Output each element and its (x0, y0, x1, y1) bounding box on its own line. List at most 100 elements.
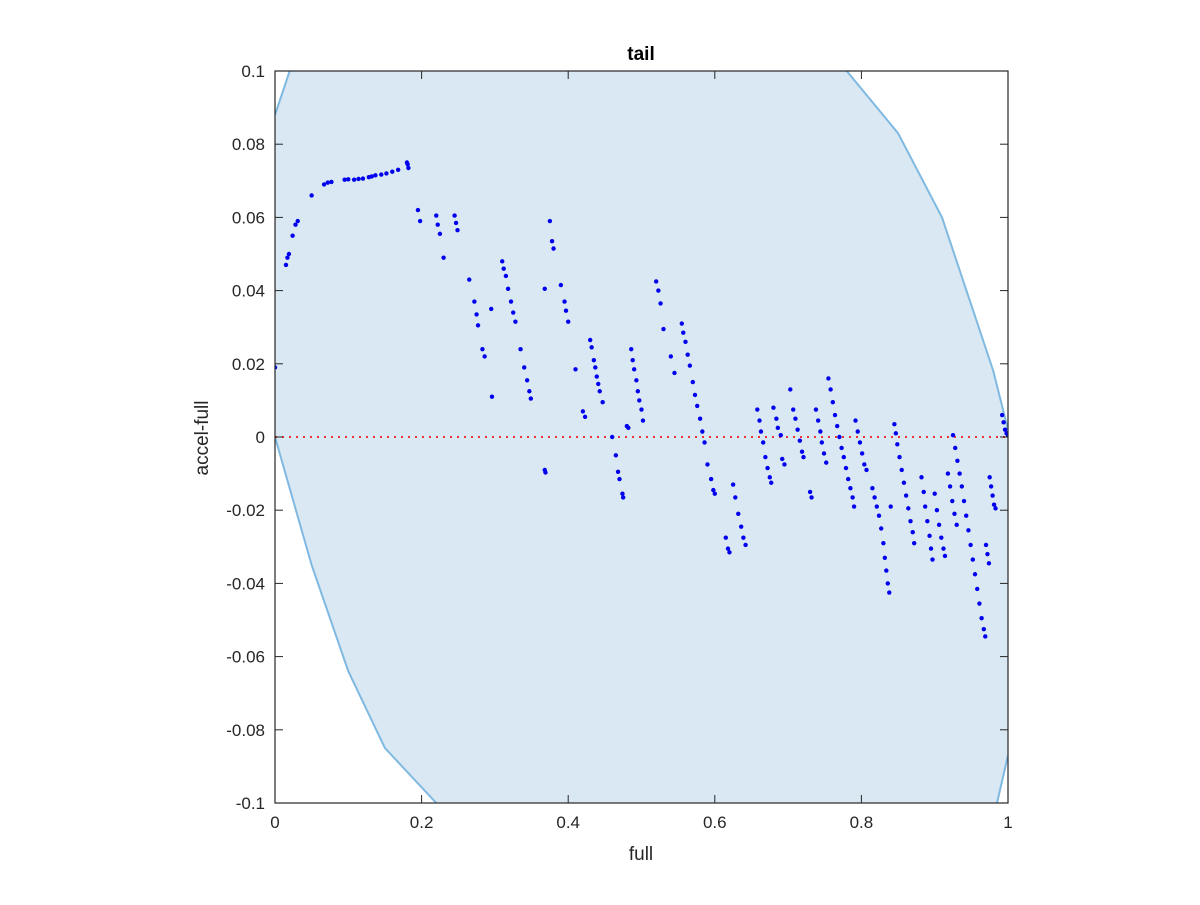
data-point (580, 409, 586, 414)
data-point (1001, 420, 1006, 425)
data-point (437, 231, 443, 237)
data-point (695, 403, 700, 409)
data-point (908, 518, 913, 524)
data-point (690, 379, 696, 385)
data-point (356, 176, 361, 182)
data-point (876, 513, 882, 518)
data-point (884, 568, 889, 573)
data-point (620, 495, 626, 500)
data-point (668, 354, 674, 359)
data-point (853, 418, 858, 423)
x-tick-label: 1 (1003, 813, 1012, 832)
data-point (813, 407, 819, 412)
data-point (727, 550, 732, 555)
data-point (379, 172, 384, 177)
data-point (639, 407, 644, 412)
data-point (795, 427, 800, 432)
data-point (640, 418, 646, 423)
y-tick-label: 0.1 (241, 62, 265, 81)
band-lower-right-edge (996, 755, 1008, 803)
data-point (711, 487, 716, 493)
data-point (945, 471, 951, 476)
data-point (872, 495, 877, 500)
data-point (774, 416, 779, 421)
data-point (390, 169, 395, 174)
data-point (830, 400, 836, 405)
data-point (505, 286, 511, 291)
data-point (631, 367, 637, 372)
data-point (500, 259, 505, 264)
data-point (964, 513, 969, 518)
data-point (687, 363, 693, 368)
data-point (528, 396, 534, 401)
data-point (629, 346, 634, 352)
data-point (342, 177, 347, 182)
x-tick-label: 0.4 (556, 813, 580, 832)
data-point (417, 218, 423, 224)
data-point (736, 511, 741, 517)
y-tick-label: -0.1 (236, 794, 265, 813)
data-point (927, 533, 932, 539)
data-point (489, 306, 494, 312)
data-point (775, 425, 781, 431)
data-point (765, 465, 770, 471)
data-point (513, 319, 518, 324)
data-point (501, 266, 506, 271)
data-point (855, 429, 860, 434)
data-point (600, 400, 605, 405)
data-point (596, 381, 601, 387)
data-point (942, 553, 948, 559)
y-axis-title: accel-full (192, 401, 213, 476)
data-point (597, 389, 602, 394)
data-point (653, 279, 659, 284)
data-point (892, 421, 897, 427)
data-point (329, 179, 334, 185)
band-fill (275, 71, 1008, 803)
data-point (922, 504, 928, 509)
data-point (936, 522, 942, 528)
data-point (950, 498, 955, 504)
data-point (959, 484, 965, 489)
data-point (558, 282, 564, 288)
data-point (910, 529, 915, 535)
data-point (441, 255, 446, 260)
band-upper-left-edge (275, 71, 291, 116)
data-point (835, 423, 840, 429)
data-point (725, 546, 731, 551)
data-point (851, 504, 857, 509)
y-tick-label: 0.04 (232, 282, 265, 301)
data-point (870, 486, 875, 491)
data-point (862, 462, 867, 467)
data-point (977, 601, 982, 606)
data-point (712, 491, 717, 496)
data-point (841, 454, 847, 460)
data-point (562, 299, 567, 304)
data-point (932, 491, 937, 496)
data-point (864, 467, 869, 473)
data-point (939, 535, 944, 540)
data-point (683, 339, 688, 345)
data-point (547, 218, 553, 224)
data-point (968, 542, 973, 548)
chart-title: tail (627, 44, 654, 65)
y-tick-label: -0.06 (226, 648, 265, 667)
data-point (824, 460, 829, 465)
x-tick-label: 0.2 (410, 813, 434, 832)
data-point (511, 310, 516, 315)
data-point (658, 301, 663, 306)
data-point (953, 445, 958, 451)
data-point (551, 246, 556, 251)
data-point (767, 475, 772, 480)
band-lower-left-edge (275, 436, 437, 803)
data-point (369, 174, 374, 179)
data-point (524, 378, 530, 383)
data-point (961, 498, 967, 504)
data-point (594, 374, 599, 379)
data-point (934, 508, 940, 513)
data-point (815, 418, 821, 423)
data-point (906, 506, 911, 511)
data-point (415, 207, 421, 213)
x-axis-title: full (629, 844, 653, 865)
data-point (999, 412, 1005, 418)
data-point (480, 346, 485, 352)
